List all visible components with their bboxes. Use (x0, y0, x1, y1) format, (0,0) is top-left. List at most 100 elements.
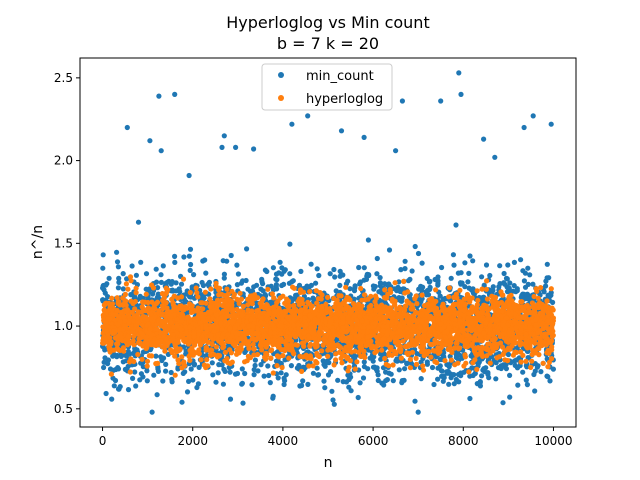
point-min-count (372, 283, 378, 290)
point-min-count (538, 369, 544, 375)
point-min-count (259, 279, 265, 285)
point-min-count (544, 261, 550, 267)
point-min-count (456, 70, 462, 76)
point-min-count (492, 154, 498, 160)
point-min-count (543, 283, 549, 289)
point-min-count (288, 363, 294, 369)
point-min-count (550, 299, 556, 305)
point-min-count (106, 275, 112, 281)
point-hyperloglog (452, 362, 458, 368)
point-hyperloglog (146, 353, 152, 359)
point-min-count (117, 384, 123, 390)
point-min-count (316, 272, 322, 279)
point-min-count (233, 144, 239, 150)
point-min-count (222, 368, 228, 374)
point-hyperloglog (114, 307, 120, 313)
point-min-count (493, 360, 499, 366)
point-min-count (493, 376, 499, 382)
point-hyperloglog (386, 363, 392, 369)
point-min-count (396, 367, 402, 373)
point-min-count (420, 284, 426, 290)
point-min-count (386, 281, 392, 287)
point-min-count (390, 378, 396, 384)
point-hyperloglog (420, 339, 426, 345)
point-hyperloglog (474, 352, 480, 358)
point-min-count (479, 373, 485, 379)
point-hyperloglog (131, 358, 137, 365)
point-hyperloglog (172, 353, 178, 359)
point-min-count (226, 364, 232, 371)
point-min-count (415, 250, 422, 257)
point-hyperloglog (518, 299, 524, 305)
point-min-count (169, 379, 175, 385)
point-min-count (238, 280, 244, 286)
point-min-count (158, 279, 164, 285)
point-min-count (486, 375, 492, 381)
point-min-count (187, 267, 193, 273)
point-min-count (179, 399, 185, 405)
point-min-count (370, 358, 376, 364)
point-min-count (251, 146, 257, 152)
point-min-count (262, 292, 268, 298)
point-min-count (346, 376, 352, 383)
point-min-count (308, 282, 314, 288)
point-min-count (186, 253, 192, 259)
point-min-count (258, 286, 264, 292)
point-hyperloglog (269, 291, 275, 297)
point-hyperloglog (277, 295, 283, 301)
point-min-count (125, 387, 132, 393)
point-min-count (532, 388, 538, 394)
point-hyperloglog (101, 302, 107, 308)
point-min-count (310, 295, 316, 301)
point-min-count (347, 286, 353, 292)
point-hyperloglog (424, 337, 430, 344)
point-min-count (156, 93, 162, 99)
point-min-count (500, 400, 506, 406)
point-hyperloglog (484, 278, 490, 284)
point-min-count (308, 261, 314, 267)
point-min-count (278, 370, 284, 376)
point-hyperloglog (466, 369, 472, 375)
point-min-count (181, 254, 187, 260)
point-min-count (496, 284, 502, 290)
point-hyperloglog (392, 280, 398, 286)
point-min-count (276, 270, 282, 276)
point-min-count (305, 381, 311, 387)
point-min-count (547, 378, 553, 384)
point-min-count (502, 281, 508, 287)
point-hyperloglog (331, 362, 337, 368)
point-min-count (310, 370, 316, 376)
point-min-count (129, 263, 135, 269)
point-min-count (535, 363, 541, 369)
point-min-count (160, 263, 166, 269)
point-min-count (399, 98, 405, 104)
point-min-count (140, 364, 146, 370)
point-min-count (287, 271, 293, 277)
point-min-count (355, 394, 361, 401)
point-min-count (244, 246, 250, 252)
point-min-count (327, 271, 333, 277)
point-min-count (402, 366, 408, 372)
point-min-count (419, 260, 425, 266)
point-min-count (219, 362, 225, 368)
point-min-count (467, 253, 473, 259)
point-min-count (477, 380, 483, 386)
point-min-count (435, 365, 441, 371)
point-min-count (261, 373, 267, 379)
point-min-count (457, 280, 464, 286)
point-min-count (427, 284, 433, 290)
point-min-count (293, 292, 299, 298)
point-hyperloglog (270, 370, 276, 376)
point-hyperloglog (222, 293, 228, 299)
point-min-count (424, 361, 430, 367)
point-min-count (530, 113, 536, 119)
point-hyperloglog (467, 299, 473, 305)
point-min-count (289, 121, 295, 127)
point-min-count (153, 353, 159, 359)
point-min-count (525, 281, 531, 287)
point-hyperloglog (159, 291, 165, 297)
point-min-count (228, 252, 234, 259)
point-min-count (371, 354, 377, 360)
point-min-count (340, 272, 346, 278)
